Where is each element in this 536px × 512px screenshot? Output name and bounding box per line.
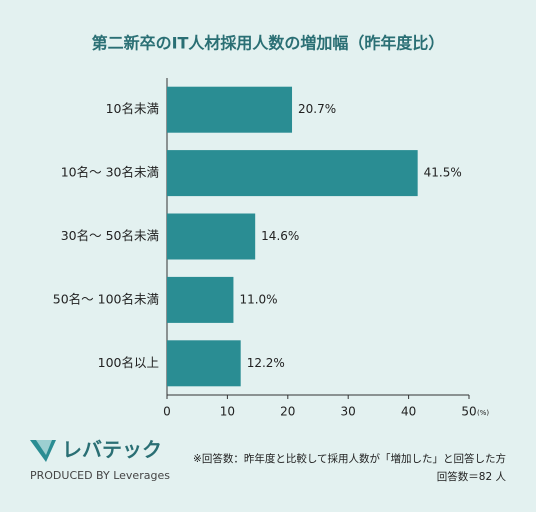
logo-mark-inner	[36, 440, 52, 455]
bar	[167, 340, 241, 387]
bar	[167, 276, 234, 323]
value-label: 11.0%	[239, 292, 277, 306]
x-tick-label: 30	[341, 405, 356, 419]
value-label: 20.7%	[298, 102, 336, 116]
note: 回答数＝82 人	[437, 470, 507, 483]
chart-title: 第二新卒のIT人材採用人数の増加幅（昨年度比）	[92, 34, 445, 53]
logo-name: レバテック	[62, 438, 162, 462]
x-unit: (%)	[477, 409, 489, 417]
bar	[167, 150, 418, 197]
y-tick-label: 30名〜 50名未満	[61, 228, 159, 243]
y-tick-label: 10名〜 30名未満	[61, 165, 159, 180]
note: ※回答数：昨年度と比較して採用人数が「増加した」と回答した方	[193, 452, 506, 465]
x-tick-label: 50	[461, 405, 476, 419]
value-label: 12.2%	[247, 356, 285, 370]
y-tick-label: 100名以上	[98, 355, 159, 370]
x-tick-label: 40	[401, 405, 416, 419]
x-tick-label: 0	[163, 405, 171, 419]
bar	[167, 86, 293, 133]
bar	[167, 213, 256, 260]
y-tick-label: 50名〜 100名未満	[53, 291, 159, 306]
value-label: 14.6%	[261, 229, 299, 243]
logo-tagline: PRODUCED BY Leverages	[30, 469, 170, 482]
x-tick-label: 20	[280, 405, 295, 419]
x-tick-label: 10	[220, 405, 235, 419]
value-label: 41.5%	[424, 166, 462, 180]
y-tick-label: 10名未満	[106, 101, 159, 116]
